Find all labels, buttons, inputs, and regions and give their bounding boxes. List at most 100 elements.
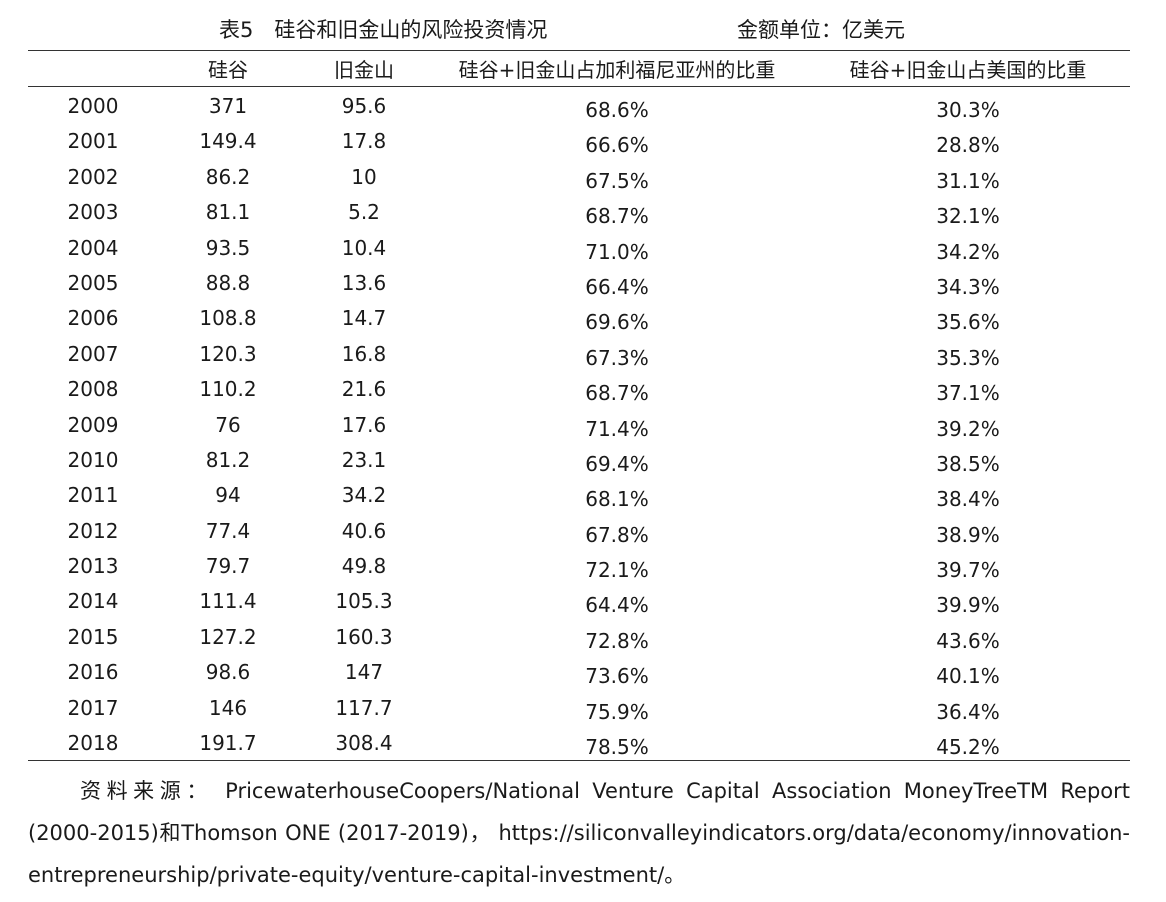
table-row: 2007 120.3 16.8 67.3% 35.3%	[0, 337, 1166, 372]
cell-year: 2002	[67, 164, 119, 189]
cell-share-us: 37.1%	[936, 381, 1000, 406]
cell-share-california: 67.8%	[585, 522, 649, 547]
cell-silicon-valley: 76	[215, 412, 241, 437]
cell-silicon-valley: 86.2	[205, 164, 251, 189]
cell-share-california: 68.7%	[585, 204, 649, 229]
cell-year: 2018	[67, 731, 119, 756]
cell-share-us: 36.4%	[936, 699, 1000, 724]
cell-silicon-valley: 111.4	[199, 589, 257, 614]
header-silicon-valley: 硅谷	[208, 58, 248, 82]
cell-san-francisco: 95.6	[341, 94, 387, 118]
cell-year: 2006	[67, 306, 119, 331]
cell-san-francisco: 40.6	[341, 518, 387, 543]
cell-year: 2012	[67, 518, 119, 543]
cell-san-francisco: 117.7	[335, 695, 393, 720]
cell-san-francisco: 308.4	[335, 731, 393, 756]
cell-year: 2004	[67, 235, 119, 260]
table-row: 2016 98.6 147 73.6% 40.1%	[0, 655, 1166, 690]
cell-san-francisco: 13.6	[341, 270, 387, 295]
cell-share-california: 75.9%	[585, 699, 649, 724]
cell-year: 2001	[67, 129, 119, 154]
cell-year: 2007	[67, 341, 119, 366]
table-row: 2009 76 17.6 71.4% 39.2%	[0, 408, 1166, 443]
cell-year: 2015	[67, 624, 119, 649]
cell-share-us: 39.2%	[936, 416, 1000, 441]
cell-share-california: 64.4%	[585, 593, 649, 618]
table-row: 2008 110.2 21.6 68.7% 37.1%	[0, 372, 1166, 407]
cell-share-california: 67.3%	[585, 345, 649, 370]
table-row: 2006 108.8 14.7 69.6% 35.6%	[0, 301, 1166, 336]
cell-san-francisco: 5.2	[348, 200, 380, 225]
table-row: 2015 127.2 160.3 72.8% 43.6%	[0, 620, 1166, 655]
bottom-rule	[28, 760, 1130, 761]
table-row: 2011 94 34.2 68.1% 38.4%	[0, 478, 1166, 513]
table-row: 2003 81.1 5.2 68.7% 32.1%	[0, 195, 1166, 230]
cell-share-us: 28.8%	[936, 133, 1000, 158]
cell-share-us: 38.9%	[936, 522, 1000, 547]
cell-silicon-valley: 93.5	[205, 235, 251, 260]
cell-san-francisco: 23.1	[341, 447, 387, 472]
cell-share-california: 68.7%	[585, 381, 649, 406]
cell-san-francisco: 10.4	[341, 235, 387, 260]
header-san-francisco: 旧金山	[334, 58, 394, 82]
cell-year: 2003	[67, 200, 119, 225]
cell-share-us: 45.2%	[936, 735, 1000, 760]
table-row: 2000 371 95.6 68.6% 30.3%	[0, 89, 1166, 124]
cell-share-california: 72.8%	[585, 628, 649, 653]
table-row: 2002 86.2 10 67.5% 31.1%	[0, 160, 1166, 195]
table-row: 2014 111.4 105.3 64.4% 39.9%	[0, 584, 1166, 619]
cell-share-us: 31.1%	[936, 168, 1000, 193]
cell-silicon-valley: 88.8	[205, 270, 251, 295]
cell-share-california: 69.6%	[585, 310, 649, 335]
cell-share-california: 71.4%	[585, 416, 649, 441]
cell-san-francisco: 16.8	[341, 341, 387, 366]
table-row: 2018 191.7 308.4 78.5% 45.2%	[0, 726, 1166, 761]
cell-year: 2000	[67, 94, 119, 118]
cell-year: 2011	[67, 483, 119, 508]
table-row: 2010 81.2 23.1 69.4% 38.5%	[0, 443, 1166, 478]
cell-silicon-valley: 81.1	[205, 200, 251, 225]
cell-year: 2017	[67, 695, 119, 720]
cell-share-us: 43.6%	[936, 628, 1000, 653]
cell-silicon-valley: 94	[215, 483, 241, 508]
header-rule	[28, 86, 1130, 87]
unit-note: 金额单位：亿美元	[737, 18, 905, 42]
cell-share-california: 73.6%	[585, 664, 649, 689]
cell-san-francisco: 10	[351, 164, 377, 189]
cell-silicon-valley: 149.4	[199, 129, 257, 154]
table-title-row: 表5 硅谷和旧金山的风险投资情况 金额单位：亿美元	[0, 14, 1166, 46]
cell-share-us: 35.6%	[936, 310, 1000, 335]
table-body: 2000 371 95.6 68.6% 30.3% 2001 149.4 17.8 66.6% 2…	[0, 89, 1166, 761]
cell-share-california: 66.6%	[585, 133, 649, 158]
cell-share-us: 38.4%	[936, 487, 1000, 512]
cell-san-francisco: 49.8	[341, 554, 387, 579]
cell-silicon-valley: 146	[208, 695, 248, 720]
cell-san-francisco: 105.3	[335, 589, 393, 614]
cell-share-us: 34.2%	[936, 239, 1000, 264]
cell-share-us: 34.3%	[936, 274, 1000, 299]
cell-san-francisco: 14.7	[341, 306, 387, 331]
cell-year: 2014	[67, 589, 119, 614]
header-share-us: 硅谷+旧金山占美国的比重	[849, 58, 1087, 82]
cell-year: 2016	[67, 660, 119, 685]
cell-year: 2010	[67, 447, 119, 472]
cell-year: 2008	[67, 377, 119, 402]
cell-share-california: 68.1%	[585, 487, 649, 512]
cell-share-california: 66.4%	[585, 274, 649, 299]
cell-share-us: 38.5%	[936, 451, 1000, 476]
cell-silicon-valley: 77.4	[205, 518, 251, 543]
table-row: 2005 88.8 13.6 66.4% 34.3%	[0, 266, 1166, 301]
cell-year: 2005	[67, 270, 119, 295]
cell-silicon-valley: 110.2	[199, 377, 257, 402]
cell-silicon-valley: 120.3	[199, 341, 257, 366]
cell-share-california: 78.5%	[585, 735, 649, 760]
cell-share-california: 67.5%	[585, 168, 649, 193]
cell-share-california: 69.4%	[585, 451, 649, 476]
cell-san-francisco: 17.8	[341, 129, 387, 154]
cell-share-us: 39.9%	[936, 593, 1000, 618]
cell-share-us: 39.7%	[936, 558, 1000, 583]
cell-silicon-valley: 79.7	[205, 554, 251, 579]
cell-year: 2009	[67, 412, 119, 437]
cell-san-francisco: 17.6	[341, 412, 387, 437]
table-title: 表5 硅谷和旧金山的风险投资情况	[219, 18, 548, 42]
